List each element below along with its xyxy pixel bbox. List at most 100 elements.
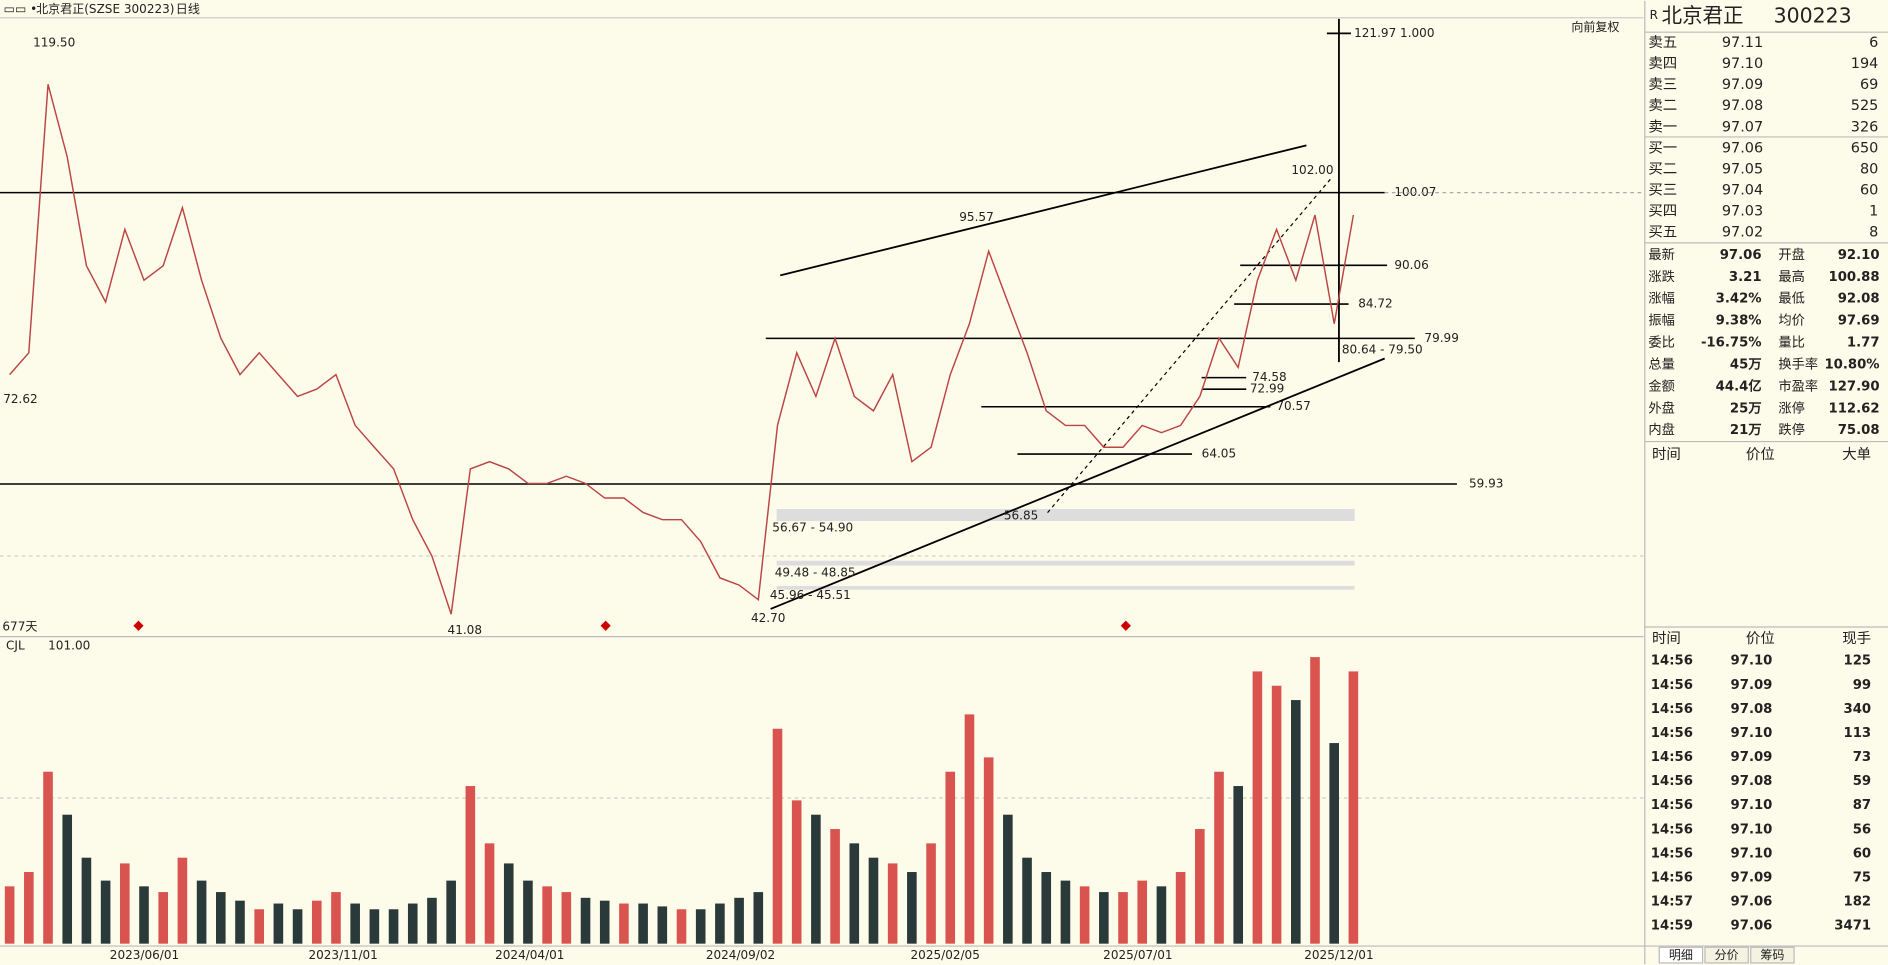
stat-value: 92.08 <box>1838 292 1880 307</box>
stat-label: 市盈率 <box>1778 377 1818 394</box>
trade-volume: 125 <box>1844 654 1872 669</box>
period[interactable]: 日线 <box>176 2 200 16</box>
volume-bar <box>177 857 188 944</box>
tab[interactable] <box>1658 946 1704 964</box>
volume-bar <box>24 872 34 944</box>
book-label: 卖二 <box>1648 97 1677 114</box>
price-annotation: 42.70 <box>751 611 785 625</box>
volume-bar <box>503 863 514 944</box>
trade-time: 14:59 <box>1651 919 1693 934</box>
volume-bar <box>695 909 706 944</box>
stat-label: 振幅 <box>1648 313 1674 329</box>
x-tick-label: 2024/09/02 <box>706 948 775 962</box>
price-annotation: 95.57 <box>959 210 993 224</box>
trade-volume: 113 <box>1844 726 1872 741</box>
book-label: 买一 <box>1648 139 1677 156</box>
volume-bar <box>1022 857 1032 944</box>
volume-bar <box>1329 743 1339 944</box>
stat-value: 100.88 <box>1828 270 1879 285</box>
trade-price: 97.10 <box>1731 846 1773 861</box>
volume-bar <box>1156 886 1167 944</box>
stat-label: 量比 <box>1778 335 1804 351</box>
trade-time: 14:56 <box>1651 798 1693 813</box>
volume-bar <box>369 909 380 944</box>
volume-bar <box>1214 771 1224 944</box>
trade-volume: 3471 <box>1834 919 1871 934</box>
trade-time: 14:56 <box>1651 726 1693 741</box>
volume-bar <box>331 892 341 944</box>
days: 677天 <box>2 619 37 633</box>
stat-value: 97.06 <box>1720 248 1762 263</box>
header-cell: 现手 <box>1842 630 1871 647</box>
stat-value: 112.62 <box>1828 401 1879 416</box>
volume-bar <box>446 880 456 944</box>
price-annotation: 56.85 <box>1004 509 1038 523</box>
volume-bar <box>1271 685 1282 944</box>
stat-label: 开盘 <box>1778 246 1804 263</box>
stat-label: 总量 <box>1648 357 1674 373</box>
volume-bar <box>139 886 149 944</box>
volume-bar <box>907 872 917 944</box>
volume-bar <box>734 897 744 944</box>
header-cell: 时间 <box>1652 446 1681 463</box>
volume-bar <box>599 900 610 944</box>
volume-bar <box>753 892 764 944</box>
trade-volume: 87 <box>1853 798 1871 813</box>
header-cell: 价位 <box>1746 630 1775 647</box>
volume-bar <box>523 880 533 944</box>
price-annotation: 56.67 - 54.90 <box>772 521 853 535</box>
volume-bar <box>427 897 437 944</box>
stat-value: 25万 <box>1730 400 1762 416</box>
volume-bar <box>657 906 668 944</box>
x-tick-label: 2025/02/05 <box>911 948 980 962</box>
volume-bar <box>849 843 860 944</box>
stat-value: 21万 <box>1730 422 1762 438</box>
window-icon[interactable]: ▭▭ • <box>4 2 38 16</box>
stock-name: 北京君正 <box>1662 4 1744 28</box>
volume-bar <box>964 714 975 944</box>
book-label: 买四 <box>1648 203 1677 220</box>
volume-bar <box>561 892 572 944</box>
book-price: 97.09 <box>1722 77 1763 93</box>
stat-value: 44.4亿 <box>1716 377 1762 394</box>
book-price: 97.10 <box>1722 56 1763 72</box>
trade-volume: 75 <box>1853 870 1871 885</box>
marker <box>1120 620 1131 631</box>
tab-label[interactable]: 分价 <box>1715 948 1739 962</box>
volume-bar <box>311 900 322 944</box>
level-label: 84.72 <box>1358 297 1392 311</box>
tab[interactable] <box>1750 946 1795 964</box>
x-tick-label: 2024/04/01 <box>495 948 564 962</box>
level-label: 90.06 <box>1394 258 1428 272</box>
level-label: 70.57 <box>1276 399 1310 413</box>
volume-bar <box>542 886 552 944</box>
tab-label[interactable]: 筹码 <box>1760 948 1784 962</box>
stat-label: 涨幅 <box>1648 291 1674 307</box>
trade-price: 97.09 <box>1731 870 1773 885</box>
stock-code: 300223 <box>1774 4 1852 28</box>
book-volume: 69 <box>1860 77 1878 93</box>
trade-time: 14:56 <box>1651 678 1693 693</box>
volume-bar <box>580 897 591 944</box>
adjust[interactable]: 向前复权 <box>1571 19 1619 34</box>
tab-label[interactable]: 明细 <box>1669 948 1693 962</box>
stat-label: 最高 <box>1778 268 1804 285</box>
price-annotation: 80.64 - 79.50 <box>1342 343 1423 357</box>
zone <box>776 508 1355 522</box>
stat-value: 92.10 <box>1838 248 1880 263</box>
trade-volume: 56 <box>1853 822 1871 837</box>
trade-price: 97.10 <box>1731 822 1773 837</box>
price-annotation: 49.48 - 48.85 <box>775 565 856 579</box>
volume-indicator[interactable]: CJL <box>6 639 25 653</box>
book-label: 卖一 <box>1648 118 1677 135</box>
price-annotation: 45.96 - 45.51 <box>770 588 851 602</box>
trade-volume: 99 <box>1853 678 1871 693</box>
tab[interactable] <box>1704 946 1749 964</box>
volume-bar <box>983 757 994 944</box>
volume-bar <box>791 800 802 944</box>
stat-value: 45万 <box>1730 357 1762 373</box>
volume-bar <box>350 903 360 944</box>
book-price: 97.08 <box>1722 98 1763 114</box>
volume-bar <box>407 903 418 944</box>
volume-bar <box>1099 892 1109 944</box>
